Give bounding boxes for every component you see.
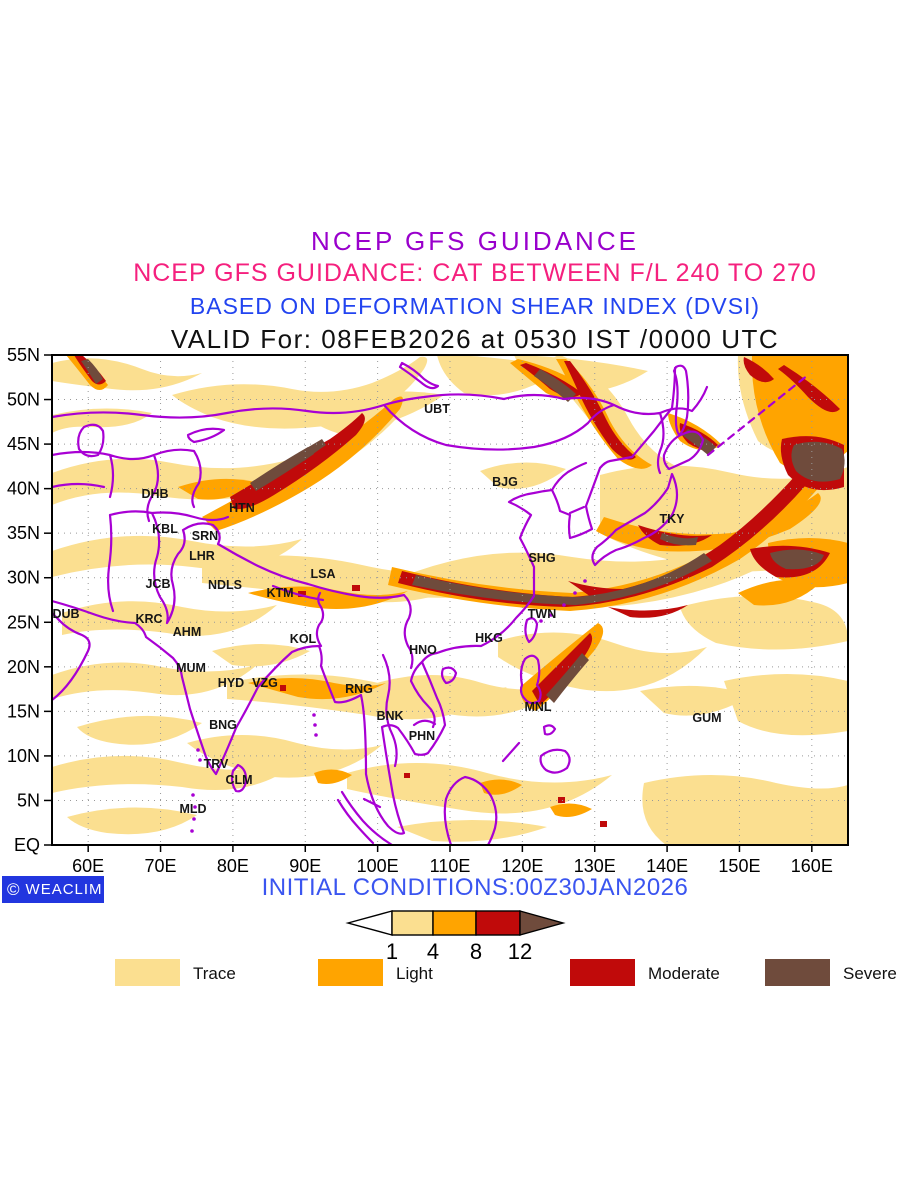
city-label-srn: SRN bbox=[192, 529, 218, 543]
city-label-bjg: BJG bbox=[492, 475, 518, 489]
lat-tick-label: EQ bbox=[14, 835, 40, 855]
coastline-layer bbox=[52, 361, 810, 845]
city-label-jcb: JCB bbox=[145, 577, 170, 591]
city-label-vzg: VZG bbox=[252, 676, 278, 690]
title-valid-time: VALID For: 08FEB2026 at 0530 IST /0000 U… bbox=[170, 324, 780, 354]
city-label-ndls: NDLS bbox=[208, 578, 242, 592]
lat-tick-label: 25N bbox=[7, 612, 40, 632]
lat-tick-label: 15N bbox=[7, 701, 40, 721]
legend-label-trace: Trace bbox=[193, 964, 236, 983]
severity-legend: Trace Light Moderate Severe bbox=[0, 955, 900, 995]
lon-tick-label: 110E bbox=[430, 856, 471, 875]
city-label-ubt: UBT bbox=[424, 402, 450, 416]
axis-layer: 60E 70E 80E 90E 100E 110E 120E 130E 140E 150E 160E… bbox=[7, 345, 833, 875]
lon-tick-label: 70E bbox=[145, 856, 177, 875]
colorbar-tick-label: 12 bbox=[508, 939, 532, 964]
lon-tick-label: 120E bbox=[501, 856, 543, 875]
lat-tick-label: 5N bbox=[17, 790, 40, 810]
mainland-coastline bbox=[52, 366, 677, 835]
city-label-trv: TRV bbox=[204, 757, 229, 771]
city-label-rng: RNG bbox=[345, 682, 373, 696]
city-label-mum: MUM bbox=[176, 661, 206, 675]
lat-tick-label: 50N bbox=[7, 390, 40, 410]
islands-coastline bbox=[77, 361, 705, 845]
legend-swatch-moderate bbox=[570, 959, 635, 986]
colorbar-segment-moderate bbox=[475, 910, 521, 936]
legend-label-moderate: Moderate bbox=[648, 964, 720, 983]
city-label-ahm: AHM bbox=[173, 625, 201, 639]
lon-tick-label: 160E bbox=[791, 856, 833, 875]
city-label-bng: BNG bbox=[209, 718, 237, 732]
city-label-lhr: LHR bbox=[189, 549, 215, 563]
legend-swatch-trace bbox=[115, 959, 180, 986]
lon-tick-label: 90E bbox=[289, 856, 321, 875]
small-island-dots bbox=[190, 579, 587, 833]
colorbar-segment-light bbox=[432, 910, 477, 936]
lon-tick-label: 130E bbox=[574, 856, 616, 875]
copyright-icon: © bbox=[7, 880, 20, 899]
lat-tick-label: 30N bbox=[7, 568, 40, 588]
lon-tick-label: 80E bbox=[217, 856, 249, 875]
lon-tick-label: 150E bbox=[718, 856, 760, 875]
initial-conditions-text: INITIAL CONDITIONS:00Z30JAN2026 bbox=[261, 874, 689, 901]
title-product: NCEP GFS GUIDANCE: CAT BETWEEN F/L 240 T… bbox=[133, 259, 817, 287]
legend-label-light: Light bbox=[396, 964, 433, 983]
city-label-hkg: HKG bbox=[475, 631, 503, 645]
city-label-mnl: MNL bbox=[524, 700, 551, 714]
colorbar-right-arrow bbox=[519, 910, 566, 936]
logo-text: WEACLIM bbox=[25, 881, 103, 898]
weaclim-logo: © WEACLIM bbox=[2, 876, 104, 903]
legend-swatch-light bbox=[318, 959, 383, 986]
colorbar-segment-trace bbox=[391, 910, 434, 936]
city-label-gum: GUM bbox=[692, 711, 721, 725]
legend-label-severe: Severe bbox=[843, 964, 897, 983]
city-label-ktm: KTM bbox=[266, 586, 293, 600]
colorbar-tick-label: 8 bbox=[470, 939, 482, 964]
city-label-htn: HTN bbox=[229, 501, 255, 515]
lat-tick-label: 45N bbox=[7, 434, 40, 454]
lat-tick-label: 20N bbox=[7, 657, 40, 677]
city-label-mld: MLD bbox=[179, 802, 206, 816]
city-label-bnk: BNK bbox=[376, 709, 403, 723]
colorbar-left-arrow bbox=[345, 910, 393, 936]
city-label-phn: PHN bbox=[409, 729, 435, 743]
city-label-krc: KRC bbox=[135, 612, 162, 626]
lat-tick-label: 10N bbox=[7, 746, 40, 766]
cat-forecast-map: DHB HTN KBL SRN LHR JCB NDLS KTM LSA KRC AHM KOL MUM… bbox=[7, 345, 849, 875]
city-label-hyd: HYD bbox=[218, 676, 244, 690]
title-method: BASED ON DEFORMATION SHEAR INDEX (DVSI) bbox=[189, 293, 761, 319]
trace-fill-layer bbox=[52, 355, 848, 845]
lon-tick-label: 60E bbox=[72, 856, 104, 875]
country-borders bbox=[52, 385, 709, 809]
city-label-kol: KOL bbox=[290, 632, 317, 646]
lon-tick-label: 140E bbox=[646, 856, 688, 875]
city-label-tky: TKY bbox=[660, 512, 686, 526]
severe-fill-layer bbox=[81, 359, 845, 703]
city-label-lsa: LSA bbox=[311, 567, 336, 581]
colorbar-tick-label: 4 bbox=[427, 939, 439, 964]
city-label-hno: HNO bbox=[409, 643, 437, 657]
city-label-clm: CLM bbox=[225, 773, 252, 787]
colorbar-tick-label: 1 bbox=[386, 939, 398, 964]
title-model: NCEP GFS GUIDANCE bbox=[311, 226, 639, 256]
lon-tick-label: 100E bbox=[357, 856, 399, 875]
lat-tick-label: 40N bbox=[7, 479, 40, 499]
severity-colorbar: 1 4 8 12 bbox=[345, 910, 566, 964]
legend-swatch-severe bbox=[765, 959, 830, 986]
city-label-dub: DUB bbox=[52, 607, 79, 621]
lat-tick-label: 55N bbox=[7, 345, 40, 365]
city-label-shg: SHG bbox=[528, 551, 555, 565]
city-label-twn: TWN bbox=[528, 607, 556, 621]
lat-tick-label: 35N bbox=[7, 523, 40, 543]
city-label-kbl: KBL bbox=[152, 522, 178, 536]
city-label-dhb: DHB bbox=[141, 487, 168, 501]
city-label-layer: DHB HTN KBL SRN LHR JCB NDLS KTM LSA KRC AHM KOL MUM… bbox=[52, 402, 721, 816]
island-chain-dashed bbox=[706, 373, 810, 457]
